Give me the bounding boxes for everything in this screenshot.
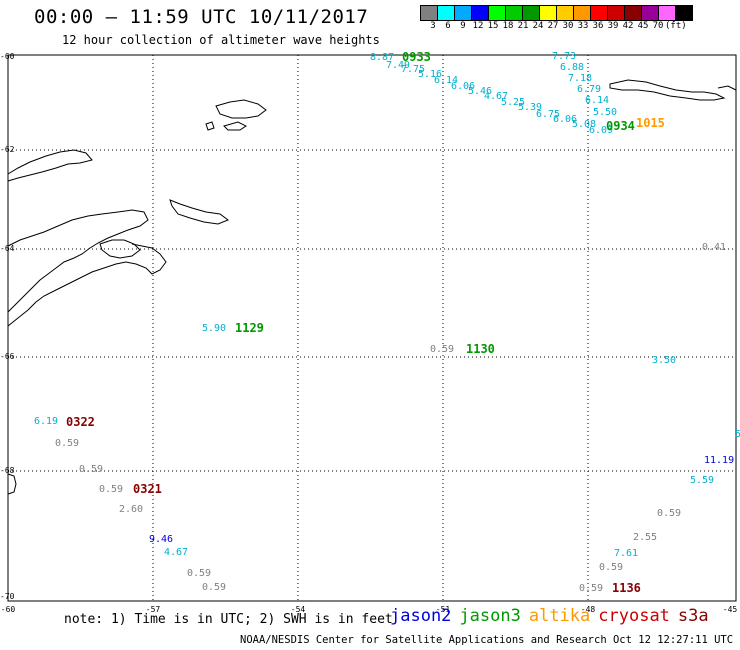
legend-label: 27	[547, 21, 559, 31]
satellite-jason2: jason2	[390, 606, 452, 626]
longitude-labels: -60 -57 -54 -51 -48 -45	[1, 605, 738, 614]
wave-height-value: 4.67	[484, 91, 508, 102]
wave-height-value: 6.14	[434, 75, 458, 86]
wave-height-value: 6.19	[34, 416, 58, 427]
satellite-cryosat: cryosat	[598, 606, 670, 626]
map-frame	[7, 54, 737, 602]
longitude-label: -57	[146, 605, 161, 614]
latitude-label: -60	[0, 52, 15, 61]
wave-height-value: 0.59	[55, 438, 79, 449]
wave-height-value: 5.59	[690, 475, 714, 486]
latitude-label: -70	[0, 592, 15, 601]
pass-time-label: 0321	[133, 482, 162, 496]
wave-height-value: 6.06	[451, 81, 475, 92]
wave-height-value: 2.55	[633, 532, 657, 543]
legend-label: 9	[460, 21, 466, 31]
wave-height-value: 0.59	[430, 344, 454, 355]
color-legend	[420, 5, 693, 21]
wave-height-value: 5.16	[418, 69, 442, 80]
wave-height-value: 7.73	[552, 51, 576, 62]
legend-label: 6	[445, 21, 451, 31]
legend-label: 33	[577, 21, 589, 31]
wave-height-value: 0.59	[99, 484, 123, 495]
wave-height-observations: 8.877.497.755.166.146.065.464.675.255.39…	[34, 51, 740, 594]
wave-height-value: 0.41	[702, 242, 726, 253]
wave-height-value: 7.61	[614, 548, 638, 559]
wave-height-value: 5.08	[572, 119, 596, 130]
wave-height-value: 6.14	[585, 95, 609, 106]
wave-height-value: 0.59	[202, 582, 226, 593]
satellite-altika: altika	[528, 606, 591, 626]
wave-height-value: 6.79	[577, 84, 601, 95]
longitude-label: -51	[436, 605, 451, 614]
latitude-label: -66	[0, 352, 15, 361]
page-title: 00:00 – 11:59 UTC 10/11/2017	[34, 6, 369, 28]
longitude-label: -48	[581, 605, 596, 614]
wave-height-value: 0.59	[79, 464, 103, 475]
graticule	[8, 55, 736, 601]
latitude-label: -68	[0, 466, 15, 475]
pass-time-labels: 0933 0934 1015 1129 1130 0322 0321 1136	[66, 50, 665, 595]
longitude-label: -54	[291, 605, 306, 614]
wave-height-value: 7.18	[568, 73, 592, 84]
legend-label: 3	[430, 21, 436, 31]
wave-height-value: 5.90	[202, 323, 226, 334]
wave-height-value: 6.06	[553, 114, 577, 125]
longitude-label: -60	[1, 605, 16, 614]
wave-height-value: 8.87	[370, 52, 394, 63]
wave-height-value: 6.88	[560, 62, 584, 73]
legend-unit: (ft)	[665, 21, 687, 31]
pass-time-label: 0934	[606, 119, 635, 133]
wave-height-value: 9.46	[149, 534, 173, 545]
wave-height-value: 2.60	[119, 504, 143, 515]
wave-height-value: 0.59	[187, 568, 211, 579]
wave-height-value: 0.59	[599, 562, 623, 573]
legend-label: 12	[472, 21, 484, 31]
wave-height-value: 5.50	[593, 107, 617, 118]
pass-time-label: 0322	[66, 415, 95, 429]
wave-height-value: 4.67	[164, 547, 188, 558]
pass-time-label: 1129	[235, 321, 264, 335]
wave-height-value: 7.75	[401, 64, 425, 75]
legend-label: 21	[517, 21, 529, 31]
legend-label: 70	[652, 21, 664, 31]
legend-label: 36	[592, 21, 604, 31]
satellite-s3a: s3a	[677, 606, 709, 626]
coastline	[7, 79, 737, 495]
pass-time-label: 1136	[612, 581, 641, 595]
wave-height-value: 5.25	[501, 97, 525, 108]
page-subtitle: 12 hour collection of altimeter wave hei…	[62, 33, 380, 47]
footer-note: note: 1) Time is in UTC; 2) SWH is in fe…	[64, 612, 393, 627]
wave-height-value: 0.59	[579, 583, 603, 594]
legend-label: 45	[637, 21, 649, 31]
legend-label: 24	[532, 21, 544, 31]
latitude-labels: -60 -62 -64 -66 -68 -70	[0, 52, 15, 601]
wave-height-value: 0.59	[657, 508, 681, 519]
wave-height-value: 5.39	[518, 102, 542, 113]
wave-height-value: 6.09	[589, 125, 613, 136]
wave-height-value: 3.50	[652, 355, 676, 366]
wave-height-value: 7.49	[386, 60, 410, 71]
legend-label: 30	[562, 21, 574, 31]
pass-time-label: 0933	[402, 50, 431, 64]
wave-height-value: 11.19	[704, 455, 734, 466]
pass-time-label: 1015	[636, 116, 665, 130]
longitude-label: -45	[723, 605, 738, 614]
satellite-legend: jason2 jason3 altika cryosat s3a	[390, 606, 717, 626]
legend-swatch	[675, 5, 693, 21]
pass-time-label: 1130	[466, 342, 495, 356]
footer-credit: NOAA/NESDIS Center for Satellite Applica…	[240, 634, 740, 646]
latitude-label: -62	[0, 145, 15, 154]
legend-label: 39	[607, 21, 619, 31]
legend-label: 15	[487, 21, 499, 31]
satellite-jason3: jason3	[459, 606, 521, 626]
legend-label: 18	[502, 21, 514, 31]
legend-label: 42	[622, 21, 634, 31]
wave-height-value: 5	[735, 429, 740, 440]
wave-height-value: 6.75	[536, 109, 560, 120]
latitude-label: -64	[0, 244, 15, 253]
wave-height-value: 5.46	[468, 86, 492, 97]
